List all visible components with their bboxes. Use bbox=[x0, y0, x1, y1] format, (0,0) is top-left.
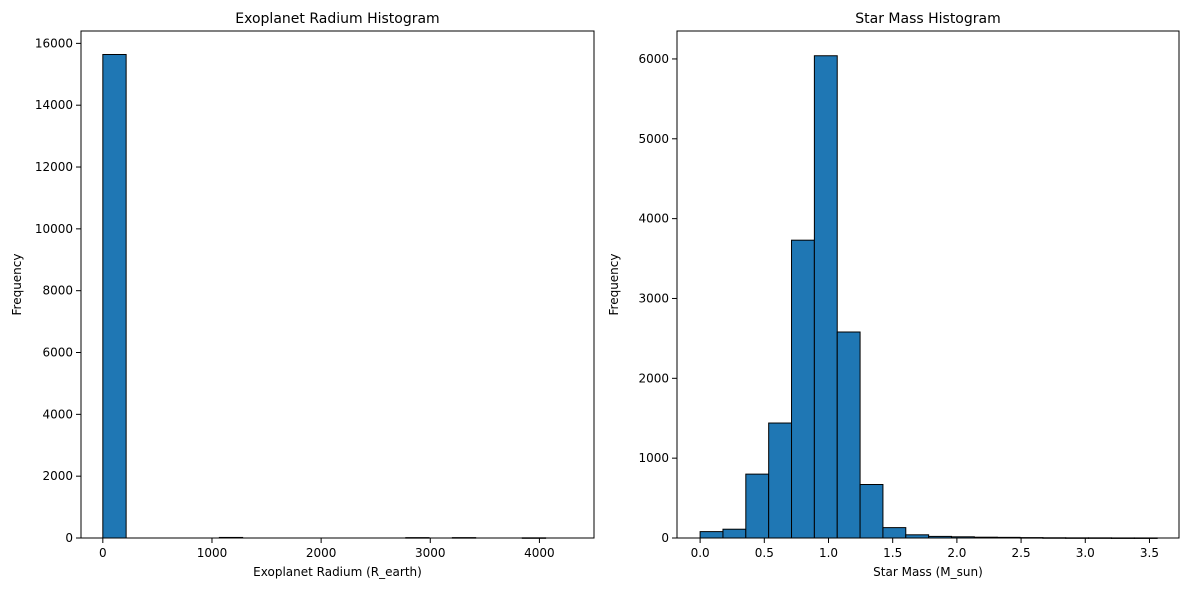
y-tick-label: 16000 bbox=[35, 36, 73, 50]
x-tick-label: 2.0 bbox=[947, 546, 966, 560]
y-tick-label: 0 bbox=[661, 531, 669, 545]
y-tick-label: 3000 bbox=[638, 291, 669, 305]
histogram-bar bbox=[699, 531, 724, 539]
histogram-bar bbox=[791, 239, 815, 539]
histogram-bar bbox=[745, 473, 770, 539]
y-tick-label: 4000 bbox=[638, 212, 669, 226]
x-tick-label: 3000 bbox=[415, 546, 446, 560]
y-axis-label: Frequency bbox=[607, 254, 621, 316]
y-tick-label: 2000 bbox=[638, 371, 669, 385]
histogram-bar bbox=[859, 484, 884, 539]
chart-title: Star Mass Histogram bbox=[855, 11, 1000, 27]
y-axis-label: Frequency bbox=[10, 254, 24, 316]
histogram-bar bbox=[882, 527, 907, 539]
x-axis-label: Star Mass (M_sun) bbox=[873, 565, 983, 579]
x-tick-label: 3.0 bbox=[1076, 546, 1095, 560]
x-tick-label: 4000 bbox=[524, 546, 555, 560]
y-tick-label: 8000 bbox=[42, 284, 73, 298]
chart-panel-1: 0 1000 2000 3000 4000 0 2000 4000 6000 8000 10000 1… bbox=[10, 11, 595, 579]
x-tick-label: 1.0 bbox=[819, 546, 838, 560]
x-tick-label: 0.0 bbox=[691, 546, 710, 560]
histogram-bar bbox=[102, 53, 127, 539]
y-tick-label: 2000 bbox=[42, 469, 73, 483]
x-tick-label: 1.5 bbox=[883, 546, 902, 560]
y-tick-label: 0 bbox=[65, 531, 73, 545]
histogram-bar bbox=[813, 55, 838, 539]
y-tick-label: 1000 bbox=[638, 451, 669, 465]
axes-frame bbox=[676, 30, 1180, 539]
x-tick-label: 0.5 bbox=[755, 546, 774, 560]
y-tick-label: 14000 bbox=[35, 98, 73, 112]
y-tick-label: 12000 bbox=[35, 160, 73, 174]
chart-title: Exoplanet Radium Histogram bbox=[235, 11, 439, 27]
axes-frame bbox=[80, 30, 595, 539]
y-tick-label: 6000 bbox=[638, 52, 669, 66]
y-tick-label: 4000 bbox=[42, 407, 73, 421]
y-tick-label: 5000 bbox=[638, 132, 669, 146]
histogram-bar bbox=[836, 331, 861, 539]
histogram-bar bbox=[722, 528, 747, 539]
x-tick-label: 2000 bbox=[306, 546, 337, 560]
y-tick-label: 10000 bbox=[35, 222, 73, 236]
x-tick-label: 3.5 bbox=[1140, 546, 1159, 560]
chart-panel-2: 0.0 0.5 1.0 1.5 2.0 2.5 3.0 3.5 0 1000 2000 3000 400… bbox=[607, 11, 1180, 579]
x-axis-label: Exoplanet Radium (R_earth) bbox=[253, 565, 422, 579]
y-tick-label: 6000 bbox=[42, 346, 73, 360]
x-tick-label: 1000 bbox=[197, 546, 228, 560]
histogram-bar bbox=[768, 422, 793, 539]
x-tick-label: 2.5 bbox=[1012, 546, 1031, 560]
x-tick-label: 0 bbox=[99, 546, 107, 560]
